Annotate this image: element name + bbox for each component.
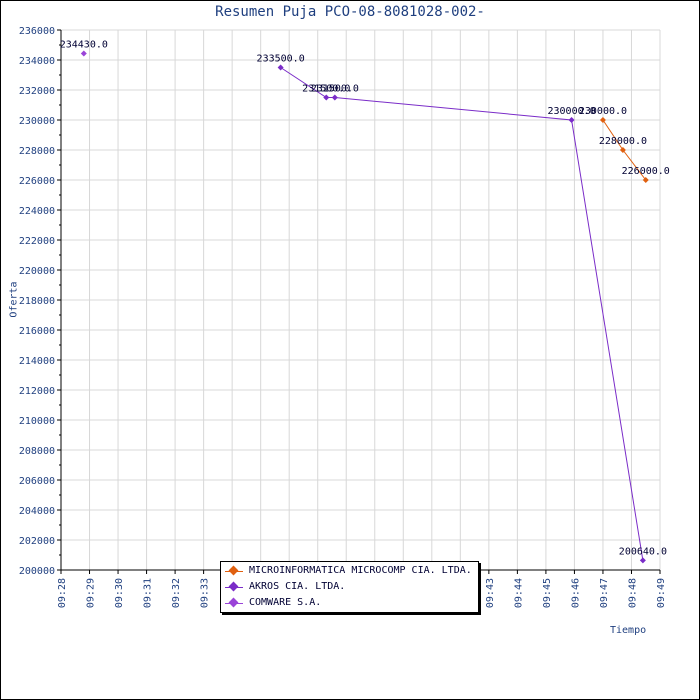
y-tick-label: 200000 (19, 566, 55, 577)
data-point-1-0 (277, 64, 284, 71)
data-point-1-4 (639, 557, 646, 564)
x-tick-label: 09:48 (627, 578, 638, 608)
y-tick-label: 222000 (19, 236, 55, 247)
x-tick-label: 09:47 (599, 578, 610, 608)
y-tick-label: 236000 (19, 26, 55, 37)
y-tick-label: 212000 (19, 386, 55, 397)
chart-title: Resumen Puja PCO-08-8081028-002- (215, 4, 485, 20)
x-tick-label: 09:29 (86, 578, 97, 608)
x-tick-label: 09:43 (485, 578, 496, 608)
x-tick-label: 09:28 (57, 578, 68, 608)
data-label-1-2: 231500.0 (311, 84, 359, 95)
data-label-0-0: 230000.0 (579, 106, 627, 117)
y-tick-label: 232000 (19, 86, 55, 97)
y-tick-label: 208000 (19, 446, 55, 457)
y-tick-label: 230000 (19, 116, 55, 127)
legend-swatch-series-2 (225, 597, 243, 608)
y-tick-label: 216000 (19, 326, 55, 337)
legend-label-series-0: MICROINFORMATICA MICROCOMP CIA. LTDA. (249, 565, 472, 576)
chart-legend: MICROINFORMATICA MICROCOMP CIA. LTDA. AK… (220, 561, 479, 613)
data-label-2-0: 234430.0 (60, 40, 108, 51)
legend-item-series-1: AKROS CIA. LTDA. (225, 579, 345, 595)
data-label-1-4: 200640.0 (619, 546, 667, 557)
data-label-0-1: 228000.0 (599, 136, 647, 147)
legend-label-series-1: AKROS CIA. LTDA. (249, 581, 346, 592)
x-tick-label: 09:46 (570, 578, 581, 608)
data-point-1-3 (568, 117, 575, 123)
y-tick-label: 226000 (19, 176, 55, 187)
x-tick-label: 09:45 (542, 578, 553, 608)
data-label-1-0: 233500.0 (257, 54, 305, 65)
x-tick-label: 09:31 (143, 578, 154, 608)
y-tick-label: 224000 (19, 206, 55, 217)
y-tick-label: 202000 (19, 536, 55, 547)
y-tick-label: 206000 (19, 476, 55, 487)
data-point-0-0 (599, 117, 606, 123)
x-tick-label: 09:32 (171, 578, 182, 608)
y-tick-label: 218000 (19, 296, 55, 307)
data-label-0-2: 226000.0 (622, 166, 670, 177)
x-tick-label: 09:30 (114, 578, 125, 608)
x-tick-label: 09:44 (513, 578, 524, 608)
y-tick-label: 214000 (19, 356, 55, 367)
data-label-1-3: 230000.0 (547, 106, 595, 117)
data-point-1-2 (331, 94, 338, 101)
y-tick-label: 234000 (19, 56, 55, 67)
legend-label-series-2: COMWARE S.A. (249, 597, 322, 608)
x-axis-label: Tiempo (610, 625, 647, 636)
y-axis-label: Oferta (8, 281, 20, 318)
data-point-1-1 (323, 94, 330, 101)
legend-swatch-series-0 (225, 565, 243, 576)
data-point-2-0 (80, 50, 87, 57)
data-point-0-1 (619, 147, 626, 153)
x-tick-label: 09:49 (656, 578, 667, 608)
y-tick-label: 220000 (19, 266, 55, 277)
data-label-1-1: 231500.0 (302, 84, 350, 95)
legend-item-series-0: MICROINFORMATICA MICROCOMP CIA. LTDA. (225, 563, 472, 579)
y-tick-label: 210000 (19, 416, 55, 427)
y-tick-label: 204000 (19, 506, 55, 517)
x-tick-label: 09:33 (200, 578, 211, 608)
data-point-0-2 (642, 177, 649, 183)
legend-swatch-series-1 (225, 581, 243, 592)
legend-item-series-2: COMWARE S.A. (225, 595, 321, 611)
y-tick-label: 228000 (19, 146, 55, 157)
